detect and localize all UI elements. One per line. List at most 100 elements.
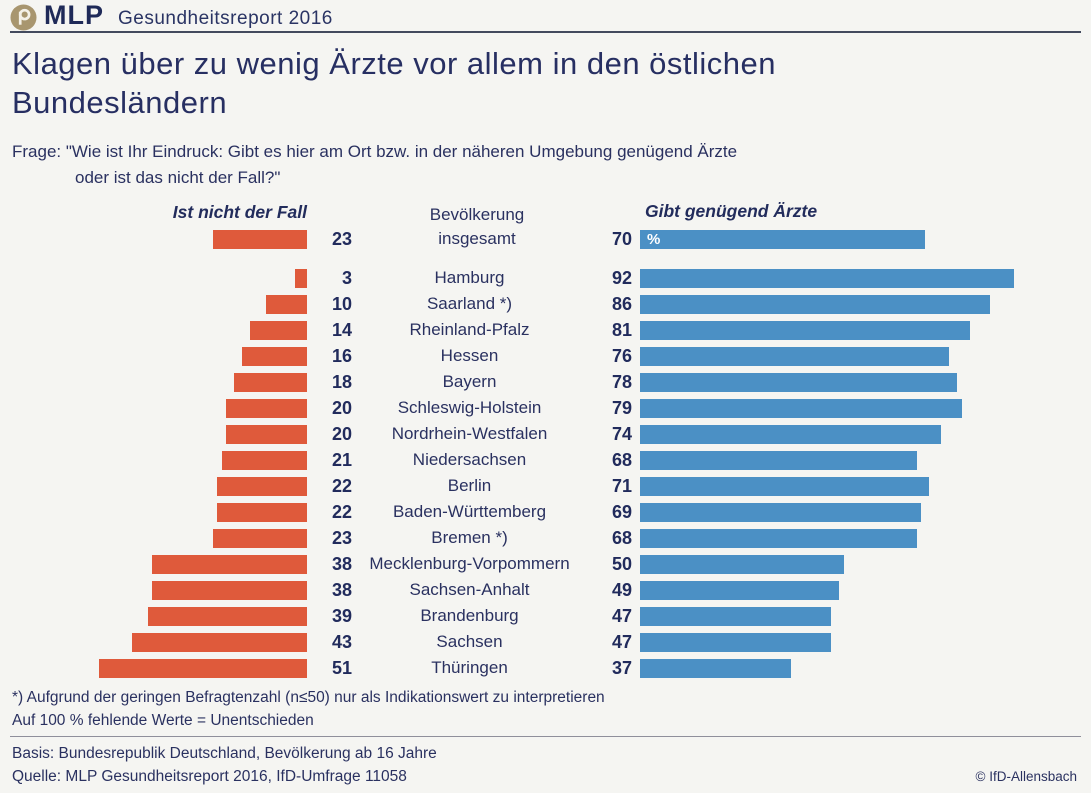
- state-label: Sachsen-Anhalt: [409, 580, 530, 599]
- state-label: Bayern: [442, 372, 497, 391]
- not-enough-doctors-value: 20: [331, 397, 352, 418]
- not-enough-doctors-value: 38: [331, 579, 352, 600]
- basis-text: Basis: Bundesrepublik Deutschland, Bevöl…: [12, 745, 437, 762]
- enough-doctors-bar: [640, 632, 832, 652]
- chart-rows: 23 70% 3 Hamburg 92 10 Saarland *) 86 14 Rheinlan…: [0, 226, 1091, 681]
- right-bar-zone: [640, 424, 942, 444]
- chart-row: 21 Niedersachsen 68: [0, 447, 1091, 473]
- right-series-header: Gibt genügend Ärzte: [645, 201, 818, 221]
- state-label: Mecklenburg-Vorpommern: [369, 554, 570, 573]
- right-bar-zone: [640, 658, 791, 678]
- not-enough-doctors-value: 20: [331, 423, 352, 444]
- not-enough-doctors-bar: [266, 294, 307, 314]
- left-bar-zone: [0, 320, 307, 340]
- enough-doctors-value: 79: [611, 397, 632, 418]
- report-title: Gesundheitsreport 2016: [118, 7, 333, 29]
- enough-doctors-value: 74: [611, 423, 632, 444]
- percent-unit-label: %: [647, 230, 661, 248]
- right-bar-zone: %: [640, 229, 925, 249]
- not-enough-doctors-value: 10: [331, 293, 352, 314]
- left-bar-zone: [0, 554, 307, 574]
- enough-doctors-value: 70: [611, 228, 632, 249]
- not-enough-doctors-bar: [213, 229, 307, 249]
- enough-doctors-bar: [640, 424, 942, 444]
- source-block: Basis: Bundesrepublik Deutschland, Bevöl…: [12, 743, 437, 788]
- chart-row: 39 Brandenburg 47: [0, 603, 1091, 629]
- left-bar-zone: [0, 632, 307, 652]
- survey-question-line2: oder ist das nicht der Fall?": [75, 168, 281, 187]
- state-label: Berlin: [447, 476, 492, 495]
- enough-doctors-value: 86: [611, 293, 632, 314]
- survey-question: Frage: "Wie ist Ihr Eindruck: Gibt es hi…: [12, 139, 737, 191]
- chart-row: 20 Schleswig-Holstein 79: [0, 395, 1091, 421]
- page-title-line2: Bundesländern: [12, 85, 228, 120]
- footer-divider: [10, 736, 1081, 737]
- not-enough-doctors-value: 43: [331, 631, 352, 652]
- right-bar-zone: [640, 554, 844, 574]
- page-title-line1: Klagen über zu wenig Ärzte vor allem in …: [12, 46, 777, 81]
- not-enough-doctors-value: 38: [331, 553, 352, 574]
- right-bar-zone: [640, 398, 962, 418]
- chart-row: 51 Thüringen 37: [0, 655, 1091, 681]
- left-bar-zone: [0, 372, 307, 392]
- not-enough-doctors-bar: [225, 424, 307, 444]
- left-bar-zone: [0, 268, 307, 288]
- state-label: Nordrhein-Westfalen: [391, 424, 548, 443]
- enough-doctors-bar: [640, 346, 950, 366]
- enough-doctors-bar: [640, 372, 958, 392]
- left-bar-zone: [0, 294, 307, 314]
- not-enough-doctors-bar: [225, 398, 307, 418]
- population-total-label-line2: insgesamt: [438, 229, 516, 248]
- mlp-logo-icon: [10, 3, 37, 31]
- enough-doctors-bar: %: [640, 229, 925, 249]
- left-bar-zone: [0, 476, 307, 496]
- population-total-label: Bevölkerung insgesamt: [407, 203, 547, 251]
- right-bar-zone: [640, 502, 921, 522]
- enough-doctors-value: 78: [611, 371, 632, 392]
- state-label: Saarland *): [426, 294, 513, 313]
- chart-row: 38 Sachsen-Anhalt 49: [0, 577, 1091, 603]
- state-label: Schleswig-Holstein: [397, 398, 542, 417]
- not-enough-doctors-value: 23: [331, 228, 352, 249]
- left-bar-zone: [0, 502, 307, 522]
- chart-row: 14 Rheinland-Pfalz 81: [0, 317, 1091, 343]
- not-enough-doctors-bar: [148, 606, 307, 626]
- not-enough-doctors-bar: [294, 268, 307, 288]
- state-label: Niedersachsen: [412, 450, 527, 469]
- not-enough-doctors-bar: [241, 346, 307, 366]
- left-bar-zone: [0, 658, 307, 678]
- chart-row: 23 70%: [0, 226, 1091, 252]
- enough-doctors-bar: [640, 476, 929, 496]
- enough-doctors-value: 76: [611, 345, 632, 366]
- enough-doctors-value: 92: [611, 267, 632, 288]
- enough-doctors-bar: [640, 606, 832, 626]
- enough-doctors-value: 50: [611, 553, 632, 574]
- left-bar-zone: [0, 606, 307, 626]
- enough-doctors-bar: [640, 502, 921, 522]
- enough-doctors-bar: [640, 658, 791, 678]
- left-bar-zone: [0, 398, 307, 418]
- left-bar-zone: [0, 346, 307, 366]
- right-bar-zone: [640, 268, 1015, 288]
- population-total-label-line1: Bevölkerung: [429, 205, 525, 224]
- enough-doctors-bar: [640, 580, 840, 600]
- enough-doctors-value: 47: [611, 631, 632, 652]
- enough-doctors-bar: [640, 268, 1015, 288]
- enough-doctors-bar: [640, 528, 917, 548]
- right-bar-zone: [640, 528, 917, 548]
- not-enough-doctors-bar: [221, 450, 307, 470]
- not-enough-doctors-bar: [217, 502, 307, 522]
- left-bar-zone: [0, 450, 307, 470]
- right-bar-zone: [640, 580, 840, 600]
- enough-doctors-value: 69: [611, 501, 632, 522]
- enough-doctors-bar: [640, 450, 917, 470]
- state-label: Bremen *): [431, 528, 508, 547]
- footnote-1: *) Aufgrund der geringen Befragtenzahl (…: [12, 689, 605, 706]
- chart-row: 38 Mecklenburg-Vorpommern 50: [0, 551, 1091, 577]
- not-enough-doctors-value: 39: [331, 605, 352, 626]
- not-enough-doctors-bar: [233, 372, 307, 392]
- right-bar-zone: [640, 476, 929, 496]
- not-enough-doctors-bar: [99, 658, 307, 678]
- chart-row: 20 Nordrhein-Westfalen 74: [0, 421, 1091, 447]
